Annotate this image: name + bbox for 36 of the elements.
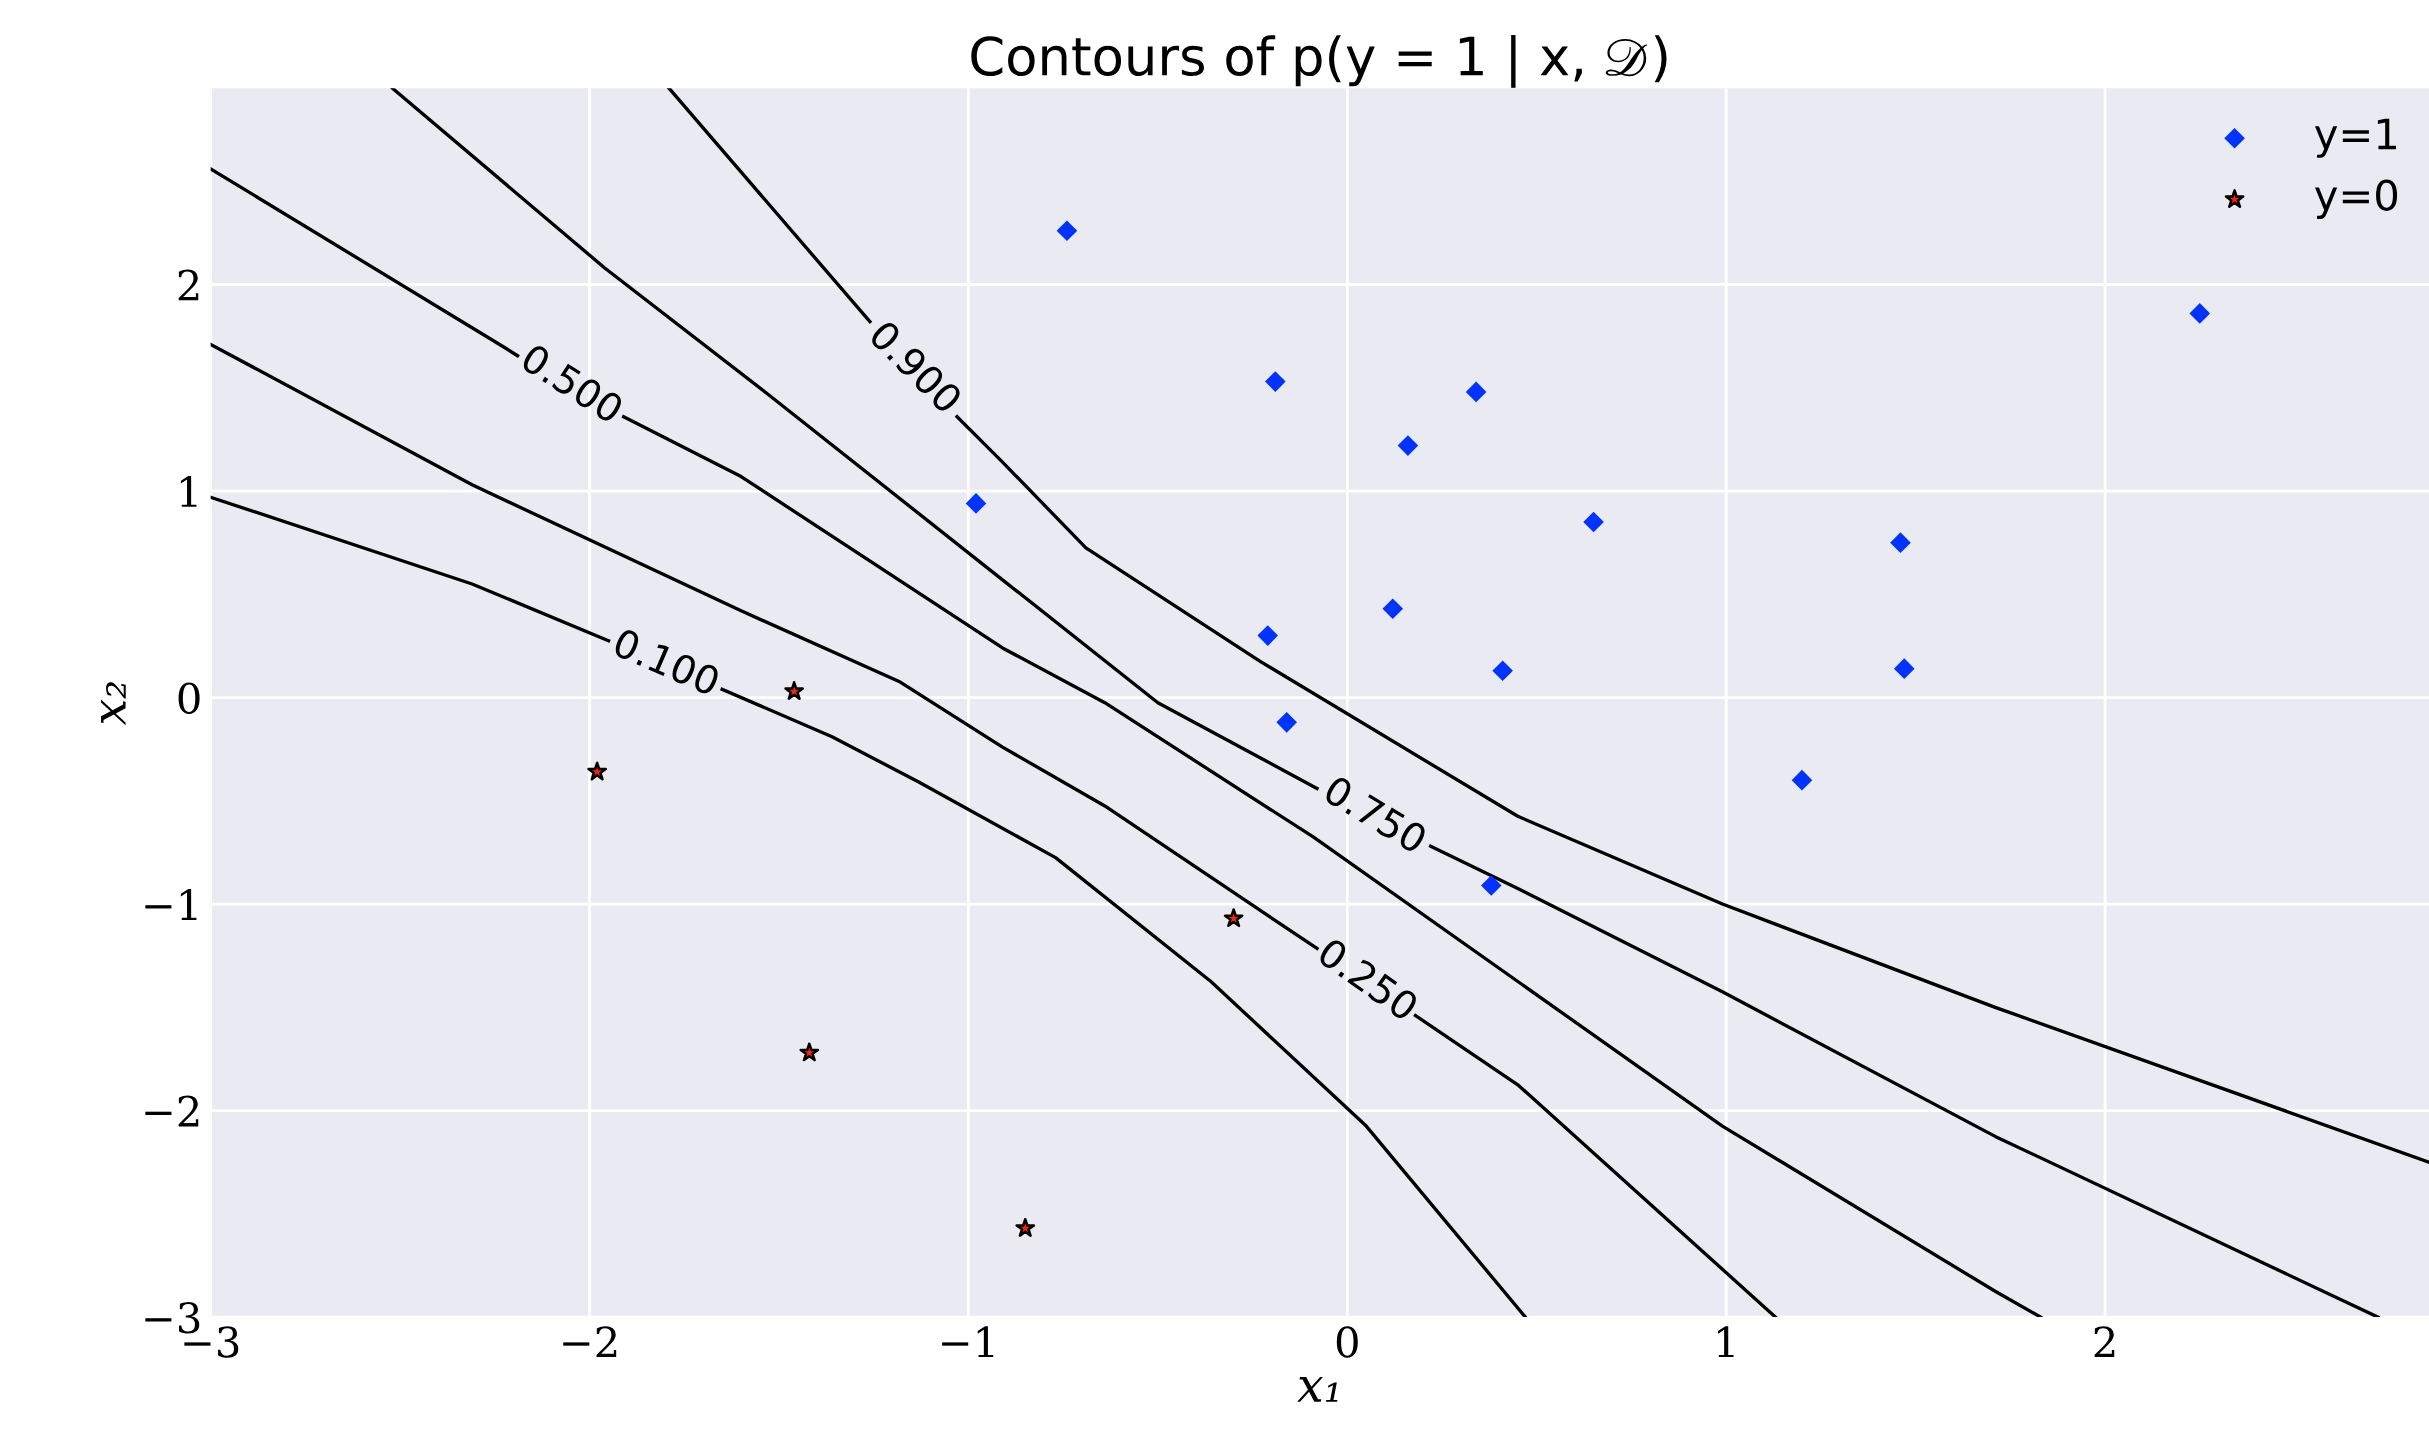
annotation: 0.100 bbox=[612, 627, 722, 697]
point bbox=[799, 1042, 820, 1062]
legend-label: y=0 bbox=[2314, 179, 2398, 219]
y-axis-title: x₂ bbox=[101, 682, 126, 726]
point bbox=[1791, 769, 1813, 791]
y-tick-label: −2 bbox=[145, 1095, 199, 1127]
point bbox=[1397, 435, 1419, 456]
x-tick-label: 2 bbox=[2094, 1326, 2115, 1358]
point bbox=[1480, 875, 1502, 896]
point bbox=[1890, 532, 1911, 553]
x-tick-label: 1 bbox=[1718, 1326, 1734, 1358]
point bbox=[1893, 658, 1915, 679]
point bbox=[1257, 625, 1279, 646]
point bbox=[1465, 381, 1487, 403]
point bbox=[2189, 303, 2211, 324]
point bbox=[1583, 511, 1604, 533]
legend-label: y=1 bbox=[2314, 118, 2396, 158]
y-tick-label: 0 bbox=[178, 682, 200, 714]
y-tick-label: −1 bbox=[145, 888, 197, 920]
x-tick-label: −1 bbox=[942, 1326, 994, 1358]
chart-title: Contours of p(y = 1 | x, 𝒟) bbox=[971, 35, 1667, 88]
point bbox=[1223, 908, 1244, 928]
y-tick-label: 1 bbox=[180, 475, 197, 507]
point bbox=[1492, 660, 1513, 681]
point bbox=[1056, 220, 1078, 242]
x-axis-title: x₁ bbox=[1297, 1377, 1338, 1402]
point bbox=[965, 493, 987, 514]
point bbox=[1382, 598, 1404, 620]
point bbox=[1265, 371, 1286, 392]
point bbox=[784, 681, 805, 700]
point bbox=[587, 761, 607, 781]
y-tick-label: 2 bbox=[178, 269, 199, 301]
x-tick-label: −2 bbox=[563, 1326, 617, 1358]
point bbox=[1015, 1217, 1036, 1237]
x-tick-label: 0 bbox=[1336, 1326, 1358, 1358]
point bbox=[1276, 712, 1297, 733]
